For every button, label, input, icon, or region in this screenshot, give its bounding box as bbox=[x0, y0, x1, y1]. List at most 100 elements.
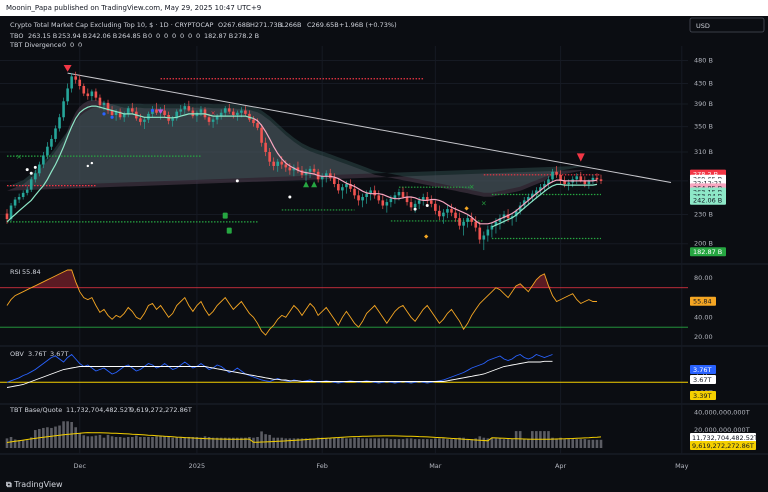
volume-bar bbox=[296, 438, 300, 448]
candle bbox=[555, 171, 558, 175]
volume-bar bbox=[365, 438, 368, 448]
candle bbox=[393, 195, 397, 199]
volume-bar bbox=[199, 437, 203, 448]
volume-bar bbox=[74, 427, 77, 448]
candle bbox=[434, 203, 437, 211]
publisher-text: Moonin_Papa published on TradingView.com… bbox=[6, 4, 262, 12]
volume-bar bbox=[425, 439, 429, 448]
cross-marker: × bbox=[469, 183, 475, 191]
tbt-last-label-text: 9,619,272,272.86T bbox=[692, 442, 754, 450]
volume-bar bbox=[312, 439, 316, 448]
volume-bar bbox=[579, 439, 583, 448]
obv-label: OBV bbox=[10, 350, 24, 358]
tbt-last-label bbox=[690, 433, 756, 442]
volume-bar bbox=[29, 437, 33, 448]
volume-bar bbox=[171, 437, 174, 448]
candle bbox=[256, 123, 259, 128]
volume-bar bbox=[203, 436, 207, 448]
candle bbox=[446, 209, 449, 213]
volume-bar bbox=[385, 438, 389, 448]
volume-bar bbox=[522, 439, 526, 448]
rsi-label: RSI bbox=[10, 268, 21, 276]
candle bbox=[478, 227, 482, 240]
tbt-divergence-label: TBT Divergence bbox=[9, 41, 62, 49]
candle bbox=[425, 197, 429, 201]
volume-bar bbox=[397, 439, 401, 448]
volume-bar bbox=[33, 430, 37, 448]
candle bbox=[244, 110, 247, 114]
volume-bar bbox=[167, 436, 170, 448]
candle bbox=[284, 164, 288, 168]
cross-marker: × bbox=[211, 110, 216, 117]
orange-diamond-marker bbox=[424, 234, 429, 239]
rsi-tick-label: 20.00 bbox=[694, 333, 713, 341]
volume-bar bbox=[223, 437, 227, 448]
volume-bar bbox=[215, 437, 219, 448]
candle bbox=[365, 193, 368, 198]
price-label-text: 242.06 B bbox=[693, 197, 722, 205]
ma-fast-line-bear bbox=[253, 117, 598, 225]
volume-bar bbox=[429, 439, 433, 448]
volume-bar bbox=[147, 437, 150, 448]
candle bbox=[102, 102, 106, 106]
ohlc-change: +1.96B (+0.73%) bbox=[339, 21, 397, 29]
buy-flag-marker bbox=[226, 227, 232, 234]
volume-bar bbox=[195, 437, 199, 448]
volume-bar bbox=[551, 437, 554, 448]
volume-bar bbox=[292, 438, 296, 448]
candle bbox=[304, 171, 308, 175]
volume-bar bbox=[227, 437, 231, 448]
x-tick-label: 2025 bbox=[189, 462, 206, 470]
candle bbox=[300, 170, 304, 175]
x-tick-label: Dec bbox=[73, 462, 86, 470]
volume-bar bbox=[25, 440, 29, 448]
volume-bar bbox=[482, 437, 486, 448]
white-dot-marker bbox=[235, 179, 239, 183]
candle bbox=[389, 198, 393, 203]
candle bbox=[547, 179, 550, 185]
trading-chart[interactable]: Crypto Total Market Cap Excluding Top 10… bbox=[0, 16, 768, 478]
candle bbox=[50, 138, 53, 147]
candle bbox=[179, 109, 183, 112]
volume-bar bbox=[389, 439, 393, 448]
volume-bar bbox=[118, 437, 122, 448]
cross-marker: × bbox=[481, 200, 487, 208]
volume-bar bbox=[369, 438, 372, 448]
x-tick-label: Feb bbox=[316, 462, 328, 470]
candle bbox=[139, 118, 142, 122]
currency-button[interactable]: USD bbox=[689, 17, 765, 33]
rsi-last-label-text: 55.84 bbox=[693, 298, 712, 306]
candle bbox=[207, 117, 211, 122]
candle bbox=[563, 180, 566, 185]
candle bbox=[276, 161, 280, 166]
candle bbox=[539, 187, 542, 191]
candle bbox=[13, 199, 17, 206]
candle bbox=[373, 190, 377, 196]
volume-bar bbox=[272, 437, 275, 448]
candle bbox=[324, 173, 328, 177]
volume-bar bbox=[38, 429, 41, 448]
candle bbox=[429, 200, 433, 204]
candle bbox=[17, 197, 21, 200]
tbt-divergence-value: 0 bbox=[78, 41, 82, 49]
volume-bar bbox=[304, 438, 308, 448]
volume-bar bbox=[506, 439, 510, 448]
diamond-marker bbox=[102, 112, 106, 116]
volume-bar bbox=[260, 431, 263, 448]
tradingview-logo[interactable]: ⧉ TradingView bbox=[6, 480, 63, 490]
candle bbox=[155, 109, 158, 113]
volume-bar bbox=[122, 437, 126, 448]
volume-bar bbox=[393, 439, 397, 448]
candle bbox=[78, 79, 82, 86]
volume-bar bbox=[446, 439, 449, 448]
ohlc-open: O267.68B bbox=[218, 21, 250, 29]
candle bbox=[292, 167, 296, 171]
candle bbox=[377, 195, 381, 201]
candle bbox=[74, 76, 77, 80]
volume-bar bbox=[405, 438, 409, 448]
tbt-divergence-value: 0 bbox=[62, 41, 66, 49]
volume-bar bbox=[13, 439, 17, 448]
volume-bar bbox=[478, 436, 482, 448]
tbo-value: 264.85 B bbox=[118, 32, 147, 40]
